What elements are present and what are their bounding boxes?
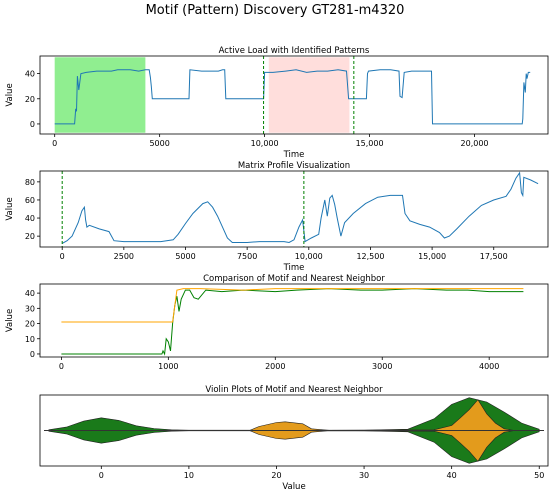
y-tick-label: 0 — [30, 350, 35, 359]
axes-frame — [39, 55, 549, 135]
x-tick-label: 12,500 — [356, 252, 384, 261]
x-tick-label: 10,000 — [295, 252, 323, 261]
y-tick-label: 10 — [25, 335, 35, 344]
y-tick-label: 80 — [25, 178, 35, 187]
x-tick-label: 2000 — [265, 362, 285, 371]
x-axis-label: Time — [283, 263, 305, 273]
y-tick-label: 20 — [25, 320, 35, 329]
plot-area — [61, 171, 539, 247]
x-tick-label: 0 — [60, 252, 65, 261]
subplot-title: Violin Plots of Motif and Nearest Neighb… — [205, 385, 383, 395]
axes-frame — [39, 170, 549, 248]
x-tick-label: 17,500 — [480, 252, 508, 261]
y-tick-label: 0 — [30, 120, 35, 129]
series-line-1 — [61, 171, 539, 244]
plot-area — [54, 56, 531, 134]
x-tick-label: 1000 — [158, 362, 178, 371]
axes-frame — [39, 283, 549, 358]
x-tick-label: 50 — [534, 471, 544, 480]
x-tick-label: 20 — [271, 471, 281, 480]
y-tick-label: 30 — [25, 304, 35, 313]
subplot-1: 0 5000 10,000 15,000 20,000 0 20 40 Active Load … — [5, 46, 549, 160]
x-axis-label: Time — [283, 150, 305, 160]
figure-title: Motif (Pattern) Discovery GT281-m4320 — [146, 3, 405, 18]
subplot-title: Matrix Profile Visualization — [238, 161, 350, 171]
x-tick-label: 5000 — [149, 139, 169, 148]
subplot-2: 0 2500 5000 7500 10,000 12,500 15,000 17,500 20 4… — [5, 161, 549, 273]
x-tick-label: 0 — [52, 139, 57, 148]
subplot-4: 0 10 20 30 40 50 Violin Plots of Motif and Nea… — [39, 385, 549, 492]
x-tick-label: 0 — [99, 471, 104, 480]
x-tick-label: 10 — [184, 471, 194, 480]
x-tick-label: 4000 — [479, 362, 499, 371]
y-axis-label: Value — [5, 309, 15, 332]
y-tick-label: 40 — [25, 289, 35, 298]
y-axis-label: Value — [5, 197, 15, 220]
x-tick-label: 7500 — [237, 252, 257, 261]
motif-highlight — [54, 57, 146, 133]
axes-frame — [39, 394, 549, 467]
plot-area — [44, 397, 544, 464]
nearest-neighbor-highlight — [268, 57, 350, 133]
x-tick-label: 0 — [59, 362, 64, 371]
y-axis-label: Value — [5, 83, 15, 106]
x-tick-label: 2500 — [114, 252, 134, 261]
plot-area — [61, 288, 524, 356]
series-line-1 — [61, 288, 524, 356]
subplot-title: Comparison of Motif and Nearest Neighbor — [203, 274, 385, 284]
y-tick-label: 40 — [25, 214, 35, 223]
subplot-title: Active Load with Identified Patterns — [219, 46, 370, 56]
y-tick-label: 60 — [25, 196, 35, 205]
x-tick-label: 15,000 — [418, 252, 446, 261]
x-tick-label: 10,000 — [251, 139, 279, 148]
x-tick-label: 15,000 — [356, 139, 384, 148]
x-tick-label: 3000 — [372, 362, 392, 371]
y-tick-label: 20 — [25, 95, 35, 104]
x-tick-label: 40 — [447, 471, 457, 480]
y-tick-label: 40 — [25, 70, 35, 79]
x-tick-label: 20,000 — [461, 139, 489, 148]
subplot-3: 0 1000 2000 3000 4000 0 10 20 30 40 Comparison of … — [5, 274, 549, 371]
series-line-1 — [54, 69, 531, 125]
x-tick-label: 30 — [359, 471, 369, 480]
x-axis-label: Value — [282, 482, 305, 492]
y-tick-label: 20 — [25, 232, 35, 241]
series-line-2 — [61, 288, 524, 323]
x-tick-label: 5000 — [175, 252, 195, 261]
